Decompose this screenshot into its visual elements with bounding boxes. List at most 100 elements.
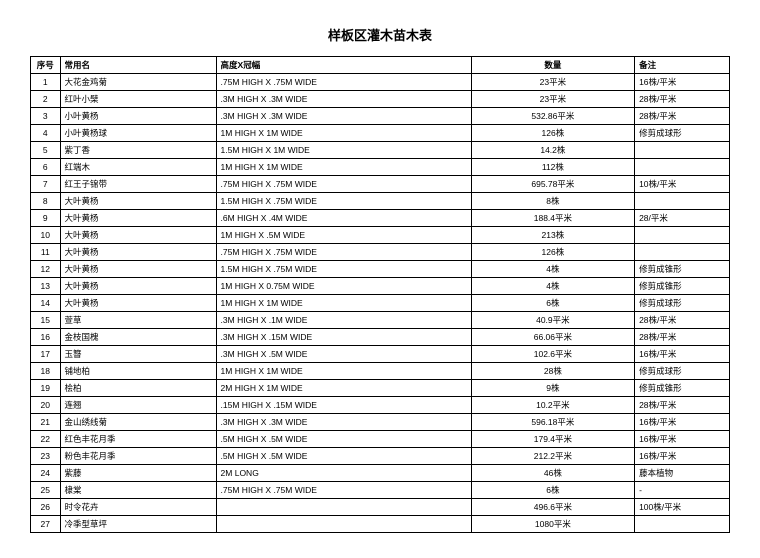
cell-spec: .3M HIGH X .3M WIDE (216, 414, 471, 431)
table-row: 4小叶黄杨球1M HIGH X 1M WIDE126株修剪成球形 (31, 125, 730, 142)
cell-spec: 2M HIGH X 1M WIDE (216, 380, 471, 397)
cell-note: 修剪成球形 (635, 125, 730, 142)
cell-spec: 1.5M HIGH X 1M WIDE (216, 142, 471, 159)
cell-name: 大叶黄杨 (60, 278, 216, 295)
table-row: 3小叶黄杨.3M HIGH X .3M WIDE532.86平米28株/平米 (31, 108, 730, 125)
cell-seq: 17 (31, 346, 61, 363)
cell-name: 玉簪 (60, 346, 216, 363)
cell-spec: .3M HIGH X .5M WIDE (216, 346, 471, 363)
cell-seq: 2 (31, 91, 61, 108)
cell-name: 小叶黄杨球 (60, 125, 216, 142)
cell-spec: .3M HIGH X .3M WIDE (216, 91, 471, 108)
cell-note: - (635, 482, 730, 499)
cell-qty: 4株 (471, 261, 634, 278)
cell-seq: 13 (31, 278, 61, 295)
cell-name: 时令花卉 (60, 499, 216, 516)
cell-qty: 188.4平米 (471, 210, 634, 227)
cell-spec: 1M HIGH X 1M WIDE (216, 363, 471, 380)
header-spec: 高度X冠幅 (216, 57, 471, 74)
cell-seq: 22 (31, 431, 61, 448)
cell-name: 金山绣线菊 (60, 414, 216, 431)
cell-spec: 1.5M HIGH X .75M WIDE (216, 261, 471, 278)
cell-qty: 212.2平米 (471, 448, 634, 465)
table-row: 14大叶黄杨1M HIGH X 1M WIDE6株修剪成球形 (31, 295, 730, 312)
cell-seq: 18 (31, 363, 61, 380)
cell-seq: 3 (31, 108, 61, 125)
cell-qty: 532.86平米 (471, 108, 634, 125)
cell-seq: 1 (31, 74, 61, 91)
cell-seq: 27 (31, 516, 61, 533)
header-row: 序号 常用名 高度X冠幅 数量 备注 (31, 57, 730, 74)
table-row: 22红色丰花月季.5M HIGH X .5M WIDE179.4平米16株/平米 (31, 431, 730, 448)
cell-name: 红王子锦带 (60, 176, 216, 193)
cell-name: 铺地柏 (60, 363, 216, 380)
table-row: 5紫丁香1.5M HIGH X 1M WIDE14.2株 (31, 142, 730, 159)
cell-qty: 179.4平米 (471, 431, 634, 448)
header-qty: 数量 (471, 57, 634, 74)
cell-seq: 25 (31, 482, 61, 499)
header-name: 常用名 (60, 57, 216, 74)
table-row: 7红王子锦带.75M HIGH X .75M WIDE695.78平米10株/平… (31, 176, 730, 193)
cell-spec: .75M HIGH X .75M WIDE (216, 74, 471, 91)
cell-spec: .75M HIGH X .75M WIDE (216, 482, 471, 499)
cell-seq: 10 (31, 227, 61, 244)
cell-note: 100株/平米 (635, 499, 730, 516)
cell-qty: 8株 (471, 193, 634, 210)
cell-qty: 596.18平米 (471, 414, 634, 431)
cell-spec: .5M HIGH X .5M WIDE (216, 431, 471, 448)
cell-note: 修剪成锥形 (635, 278, 730, 295)
cell-name: 大叶黄杨 (60, 227, 216, 244)
cell-seq: 23 (31, 448, 61, 465)
table-row: 20连翘.15M HIGH X .15M WIDE10.2平米28株/平米 (31, 397, 730, 414)
table-row: 25棣棠.75M HIGH X .75M WIDE6株- (31, 482, 730, 499)
cell-qty: 695.78平米 (471, 176, 634, 193)
cell-qty: 4株 (471, 278, 634, 295)
cell-seq: 8 (31, 193, 61, 210)
cell-spec: 2M LONG (216, 465, 471, 482)
table-row: 15萱草.3M HIGH X .1M WIDE40.9平米28株/平米 (31, 312, 730, 329)
cell-seq: 12 (31, 261, 61, 278)
cell-note: 藤本植物 (635, 465, 730, 482)
cell-spec: .6M HIGH X .4M WIDE (216, 210, 471, 227)
table-row: 21金山绣线菊.3M HIGH X .3M WIDE596.18平米16株/平米 (31, 414, 730, 431)
cell-qty: 9株 (471, 380, 634, 397)
cell-name: 桧柏 (60, 380, 216, 397)
cell-name: 紫丁香 (60, 142, 216, 159)
cell-spec: .75M HIGH X .75M WIDE (216, 244, 471, 261)
table-row: 24紫藤2M LONG46株藤本植物 (31, 465, 730, 482)
cell-qty: 6株 (471, 295, 634, 312)
cell-qty: 66.06平米 (471, 329, 634, 346)
cell-name: 粉色丰花月季 (60, 448, 216, 465)
cell-name: 大叶黄杨 (60, 244, 216, 261)
cell-spec: .3M HIGH X .1M WIDE (216, 312, 471, 329)
cell-note: 28株/平米 (635, 108, 730, 125)
cell-note: 修剪成锥形 (635, 261, 730, 278)
cell-name: 金枝国槐 (60, 329, 216, 346)
cell-note: 16株/平米 (635, 74, 730, 91)
cell-spec: 1M HIGH X 1M WIDE (216, 125, 471, 142)
seedling-table: 序号 常用名 高度X冠幅 数量 备注 1大花金鸡菊.75M HIGH X .75… (30, 56, 730, 533)
cell-spec: 1M HIGH X 1M WIDE (216, 159, 471, 176)
cell-seq: 6 (31, 159, 61, 176)
cell-seq: 5 (31, 142, 61, 159)
cell-name: 红色丰花月季 (60, 431, 216, 448)
cell-seq: 9 (31, 210, 61, 227)
cell-name: 大叶黄杨 (60, 261, 216, 278)
cell-qty: 213株 (471, 227, 634, 244)
cell-note (635, 159, 730, 176)
cell-spec (216, 499, 471, 516)
table-row: 16金枝国槐.3M HIGH X .15M WIDE66.06平米28株/平米 (31, 329, 730, 346)
cell-note: 10株/平米 (635, 176, 730, 193)
cell-spec: .3M HIGH X .15M WIDE (216, 329, 471, 346)
cell-spec: .5M HIGH X .5M WIDE (216, 448, 471, 465)
cell-seq: 24 (31, 465, 61, 482)
cell-note (635, 193, 730, 210)
table-row: 11大叶黄杨.75M HIGH X .75M WIDE126株 (31, 244, 730, 261)
cell-note: 16株/平米 (635, 346, 730, 363)
cell-note (635, 142, 730, 159)
cell-spec: 1M HIGH X 1M WIDE (216, 295, 471, 312)
cell-spec: 1M HIGH X .5M WIDE (216, 227, 471, 244)
table-row: 1大花金鸡菊.75M HIGH X .75M WIDE23平米16株/平米 (31, 74, 730, 91)
cell-spec: .3M HIGH X .3M WIDE (216, 108, 471, 125)
cell-spec: 1.5M HIGH X .75M WIDE (216, 193, 471, 210)
